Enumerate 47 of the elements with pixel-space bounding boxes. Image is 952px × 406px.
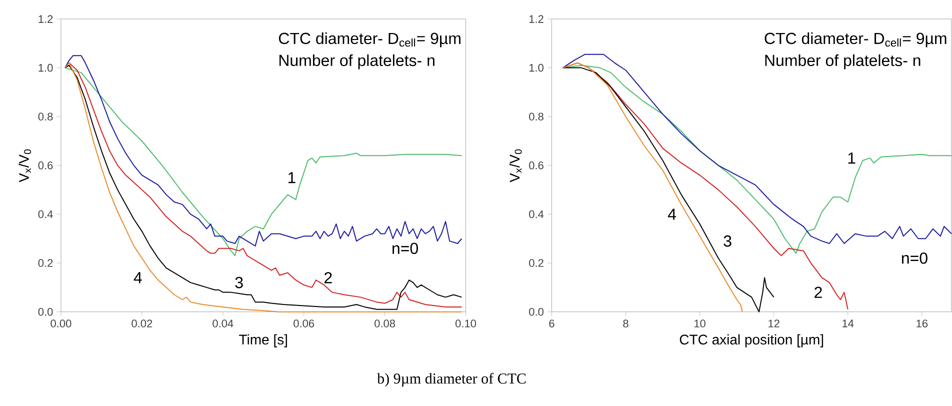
x-tick-label: 0.00 bbox=[50, 320, 72, 328]
y-tick-label: 0.6 bbox=[529, 162, 544, 170]
y-tick-label: 0.2 bbox=[38, 259, 53, 268]
x-tick-label: 16 bbox=[916, 320, 928, 328]
x-tick-label: 8 bbox=[623, 320, 628, 328]
y-tick-label: 0.0 bbox=[38, 308, 53, 316]
y-tick-label: 0.4 bbox=[529, 210, 544, 218]
series-label: 4 bbox=[134, 272, 142, 284]
series-label: 3 bbox=[724, 236, 732, 247]
y-tick-label: 0.4 bbox=[38, 210, 53, 218]
y-tick-label: 0.2 bbox=[529, 259, 544, 268]
series-label: 1 bbox=[288, 172, 296, 184]
y-axis-title: V$_{x}$/V$_{0}$ bbox=[509, 149, 522, 182]
y-axis-title: V$_{x}$/V$_{0}$ bbox=[18, 149, 32, 182]
x-tick-label: 10 bbox=[694, 320, 706, 328]
x-tick-label: 12 bbox=[768, 320, 780, 328]
x-tick-label: 0.10 bbox=[455, 320, 476, 328]
y-tick-label: 0.0 bbox=[529, 308, 544, 316]
y-tick-label: 1.2 bbox=[38, 15, 53, 23]
y-tick-label: 1.2 bbox=[529, 15, 544, 23]
series-label: 4 bbox=[668, 208, 676, 220]
annotation: CTC diameter- D$_{cell}$= 9µm bbox=[278, 32, 460, 48]
x-tick-label: 0.06 bbox=[294, 320, 314, 328]
y-tick-label: 0.6 bbox=[38, 162, 53, 170]
x-axis-title: Time [s] bbox=[239, 334, 287, 348]
text: b) 9µm diameter of CTC bbox=[377, 373, 526, 387]
annotation: Number of platelets- n bbox=[765, 54, 920, 70]
x-tick-label: 0.02 bbox=[132, 320, 152, 328]
x-axis-title: CTC axial position [µm] bbox=[680, 334, 824, 348]
series-label: 2 bbox=[324, 272, 332, 284]
annotation: CTC diameter- D$_{cell}$= 9µm bbox=[764, 32, 946, 48]
y-tick-label: 0.8 bbox=[38, 112, 53, 121]
x-tick-label: 6 bbox=[549, 320, 554, 328]
x-tick-label: 14 bbox=[842, 320, 854, 328]
x-tick-label: 0.08 bbox=[374, 320, 396, 328]
y-tick-label: 1.0 bbox=[38, 64, 53, 72]
series-label: 1 bbox=[848, 152, 856, 164]
y-tick-label: 1.0 bbox=[529, 64, 544, 72]
annotation: Number of platelets- n bbox=[279, 54, 434, 70]
series-label: 2 bbox=[814, 286, 822, 298]
y-tick-label: 0.8 bbox=[529, 112, 544, 121]
line-series bbox=[562, 67, 774, 312]
series-label: 3 bbox=[235, 277, 243, 288]
series-label: n=0 bbox=[392, 242, 418, 254]
line-series bbox=[562, 62, 743, 312]
x-tick-label: 0.04 bbox=[212, 320, 234, 328]
series-label: n=0 bbox=[902, 252, 928, 264]
